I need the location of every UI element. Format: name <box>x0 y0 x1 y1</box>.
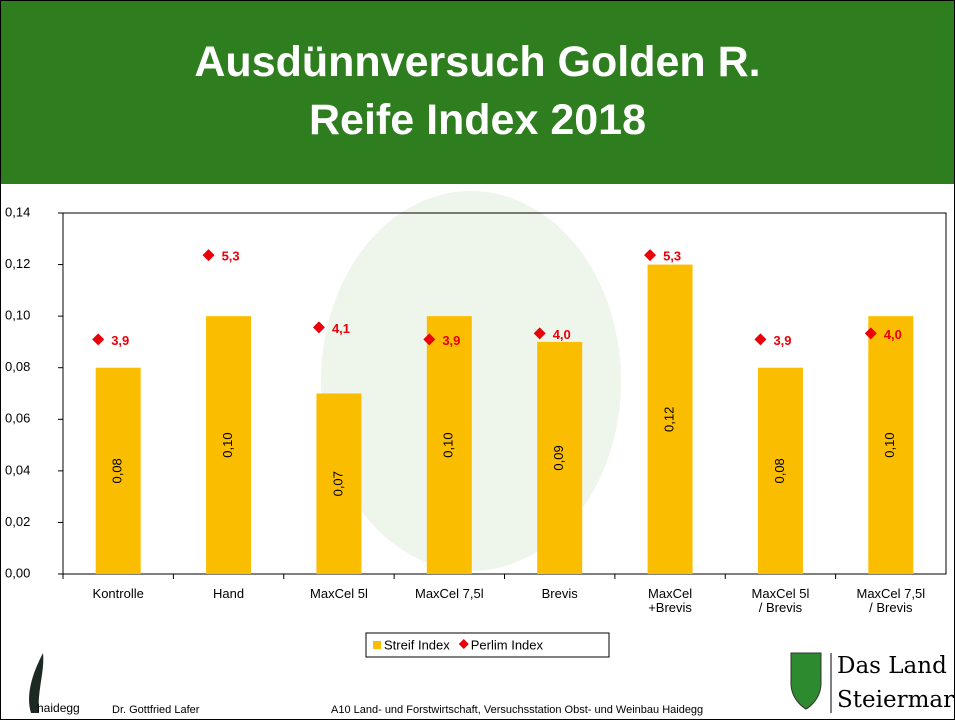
brand-line: Steiermark <box>837 687 955 713</box>
marker <box>312 321 325 334</box>
legend-frame <box>365 632 610 658</box>
bar-value-label: 0,10 <box>220 432 235 457</box>
bar-value-label: 0,12 <box>662 407 677 432</box>
marker <box>864 327 877 340</box>
bar-value-label: 0,10 <box>441 432 456 457</box>
marker-value-label: 4,0 <box>884 327 902 342</box>
bar <box>537 341 583 574</box>
x-tick-label: MaxCel 7,5l / Brevis <box>856 586 926 615</box>
x-tick-label: Brevis <box>541 586 578 601</box>
bar <box>757 367 803 574</box>
legend-label: Perlim Index <box>471 637 544 652</box>
marker-value-label: 3,9 <box>773 333 791 348</box>
x-tick-label: MaxCel +Brevis <box>648 586 693 615</box>
x-tick-label: Kontrolle <box>92 586 144 601</box>
marker <box>533 327 546 340</box>
x-tick-label: MaxCel 5l / Brevis <box>751 586 810 615</box>
legend-label: Streif Index <box>384 637 450 652</box>
y-tick-label: 0,10 <box>5 308 30 323</box>
marker <box>754 333 767 346</box>
bar <box>868 316 914 574</box>
bar-value-label: 0,08 <box>110 458 125 483</box>
chart-title: Ausdünnversuch Golden R. Reife Index 201… <box>194 38 761 144</box>
coat-of-arms <box>790 652 822 710</box>
y-tick-label: 0,00 <box>5 565 30 580</box>
brand-line: Das Land <box>837 653 947 679</box>
header <box>1 1 954 184</box>
bar-value-label: 0,07 <box>330 471 345 496</box>
marker-value-label: 4,0 <box>553 327 571 342</box>
marker <box>423 333 436 346</box>
y-tick-label: 0,04 <box>5 462 30 477</box>
marker-value-label: 3,9 <box>111 333 129 348</box>
bar-value-label: 0,09 <box>551 445 566 470</box>
y-tick-label: 0,02 <box>5 514 30 529</box>
y-tick-label: 0,08 <box>5 359 30 374</box>
marker <box>92 333 105 346</box>
logo-text: haidegg <box>37 701 80 715</box>
bar-value-label: 0,08 <box>772 458 787 483</box>
y-tick-label: 0,12 <box>5 256 30 271</box>
marker-value-label: 4,1 <box>332 321 350 336</box>
marker <box>202 249 215 262</box>
marker-value-label: 3,9 <box>442 333 460 348</box>
bar-value-label: 0,10 <box>882 432 897 457</box>
marker <box>644 249 657 262</box>
legend-swatch <box>373 641 381 649</box>
y-tick-label: 0,14 <box>5 204 30 219</box>
x-tick-label: Hand <box>213 586 245 601</box>
institution: A10 Land- und Forstwirtschaft, Versuchss… <box>331 704 704 716</box>
x-tick-label: MaxCel 5l <box>310 586 368 601</box>
bar <box>647 264 693 574</box>
author: Dr. Gottfried Lafer <box>112 704 200 716</box>
x-tick-label: MaxCel 7,5l <box>414 586 484 601</box>
marker-value-label: 5,3 <box>663 249 681 264</box>
legend: Streif Index Perlim Index <box>365 632 610 658</box>
bar <box>206 316 252 574</box>
logo-swoosh <box>29 653 44 713</box>
bar <box>95 367 141 574</box>
legend-swatch <box>458 639 469 649</box>
marker-value-label: 5,3 <box>222 249 240 264</box>
bar <box>316 393 362 574</box>
bar <box>426 316 472 574</box>
y-tick-label: 0,06 <box>5 411 30 426</box>
